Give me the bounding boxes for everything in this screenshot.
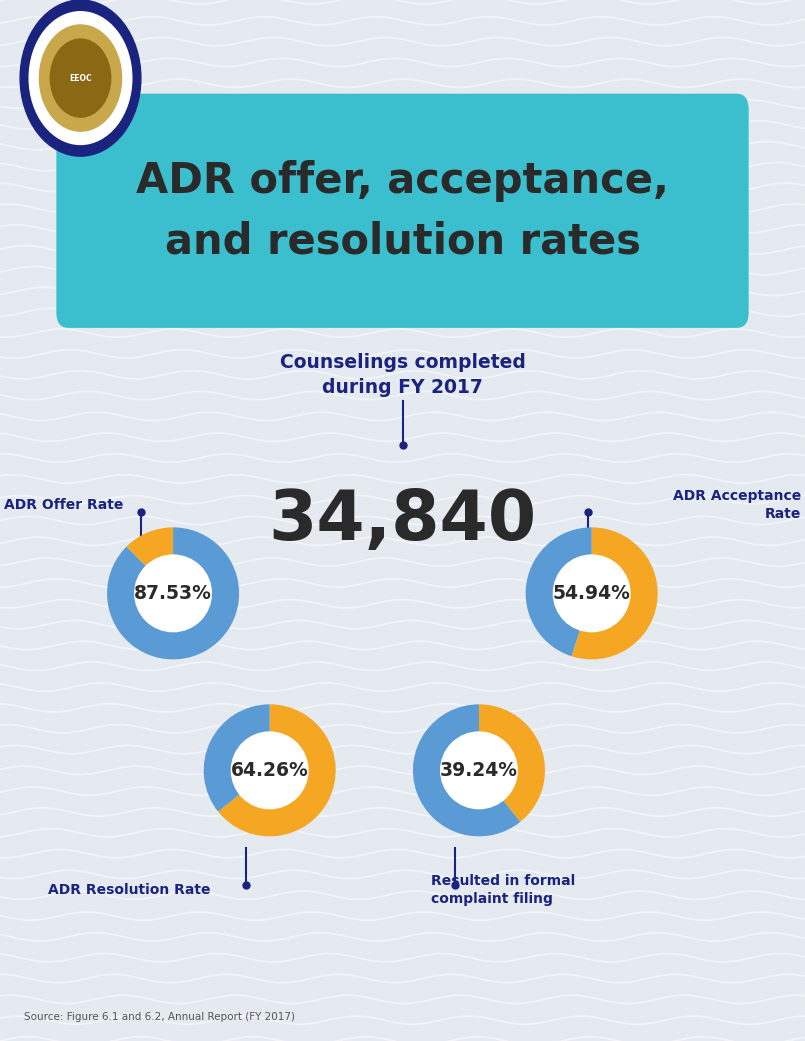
Wedge shape [218,705,336,836]
Text: ADR Resolution Rate: ADR Resolution Rate [48,883,211,897]
Wedge shape [107,528,239,659]
Circle shape [553,555,630,632]
FancyBboxPatch shape [56,94,749,328]
Wedge shape [204,705,270,812]
Text: 64.26%: 64.26% [231,761,308,780]
Circle shape [29,11,132,145]
Wedge shape [526,528,592,656]
Circle shape [39,25,122,131]
Text: 54.94%: 54.94% [553,584,630,603]
Wedge shape [126,528,173,566]
Wedge shape [413,705,520,836]
Wedge shape [479,705,545,821]
Circle shape [50,39,111,117]
Circle shape [134,555,212,632]
Text: EEOC: EEOC [69,74,92,82]
Text: ADR offer, acceptance,
and resolution rates: ADR offer, acceptance, and resolution ra… [136,160,669,262]
Circle shape [440,732,518,809]
Text: 87.53%: 87.53% [134,584,212,603]
Text: Resulted in formal
complaint filing: Resulted in formal complaint filing [431,874,575,906]
Text: 39.24%: 39.24% [440,761,518,780]
Circle shape [20,0,141,156]
Text: Counselings completed
during FY 2017: Counselings completed during FY 2017 [279,353,526,397]
Text: ADR Offer Rate: ADR Offer Rate [4,498,123,512]
Wedge shape [572,528,658,659]
Circle shape [231,732,308,809]
Text: ADR Acceptance
Rate: ADR Acceptance Rate [673,489,801,520]
Text: 34,840: 34,840 [268,487,537,554]
Text: Source: Figure 6.1 and 6.2, Annual Report (FY 2017): Source: Figure 6.1 and 6.2, Annual Repor… [24,1012,295,1022]
